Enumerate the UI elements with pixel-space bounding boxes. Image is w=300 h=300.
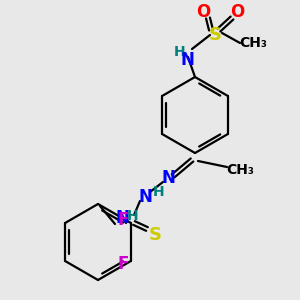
Text: F: F (117, 211, 129, 229)
Text: N: N (138, 188, 152, 206)
Text: O: O (230, 3, 244, 21)
Text: S: S (148, 226, 161, 244)
Text: N: N (115, 209, 129, 227)
Text: S: S (208, 26, 221, 44)
Text: CH₃: CH₃ (226, 163, 254, 177)
Text: N: N (161, 169, 175, 187)
Text: H: H (127, 209, 139, 223)
Text: F: F (117, 255, 129, 273)
Text: CH₃: CH₃ (239, 36, 267, 50)
Text: O: O (196, 3, 210, 21)
Text: H: H (174, 45, 186, 59)
Text: N: N (180, 51, 194, 69)
Text: H: H (153, 185, 165, 199)
